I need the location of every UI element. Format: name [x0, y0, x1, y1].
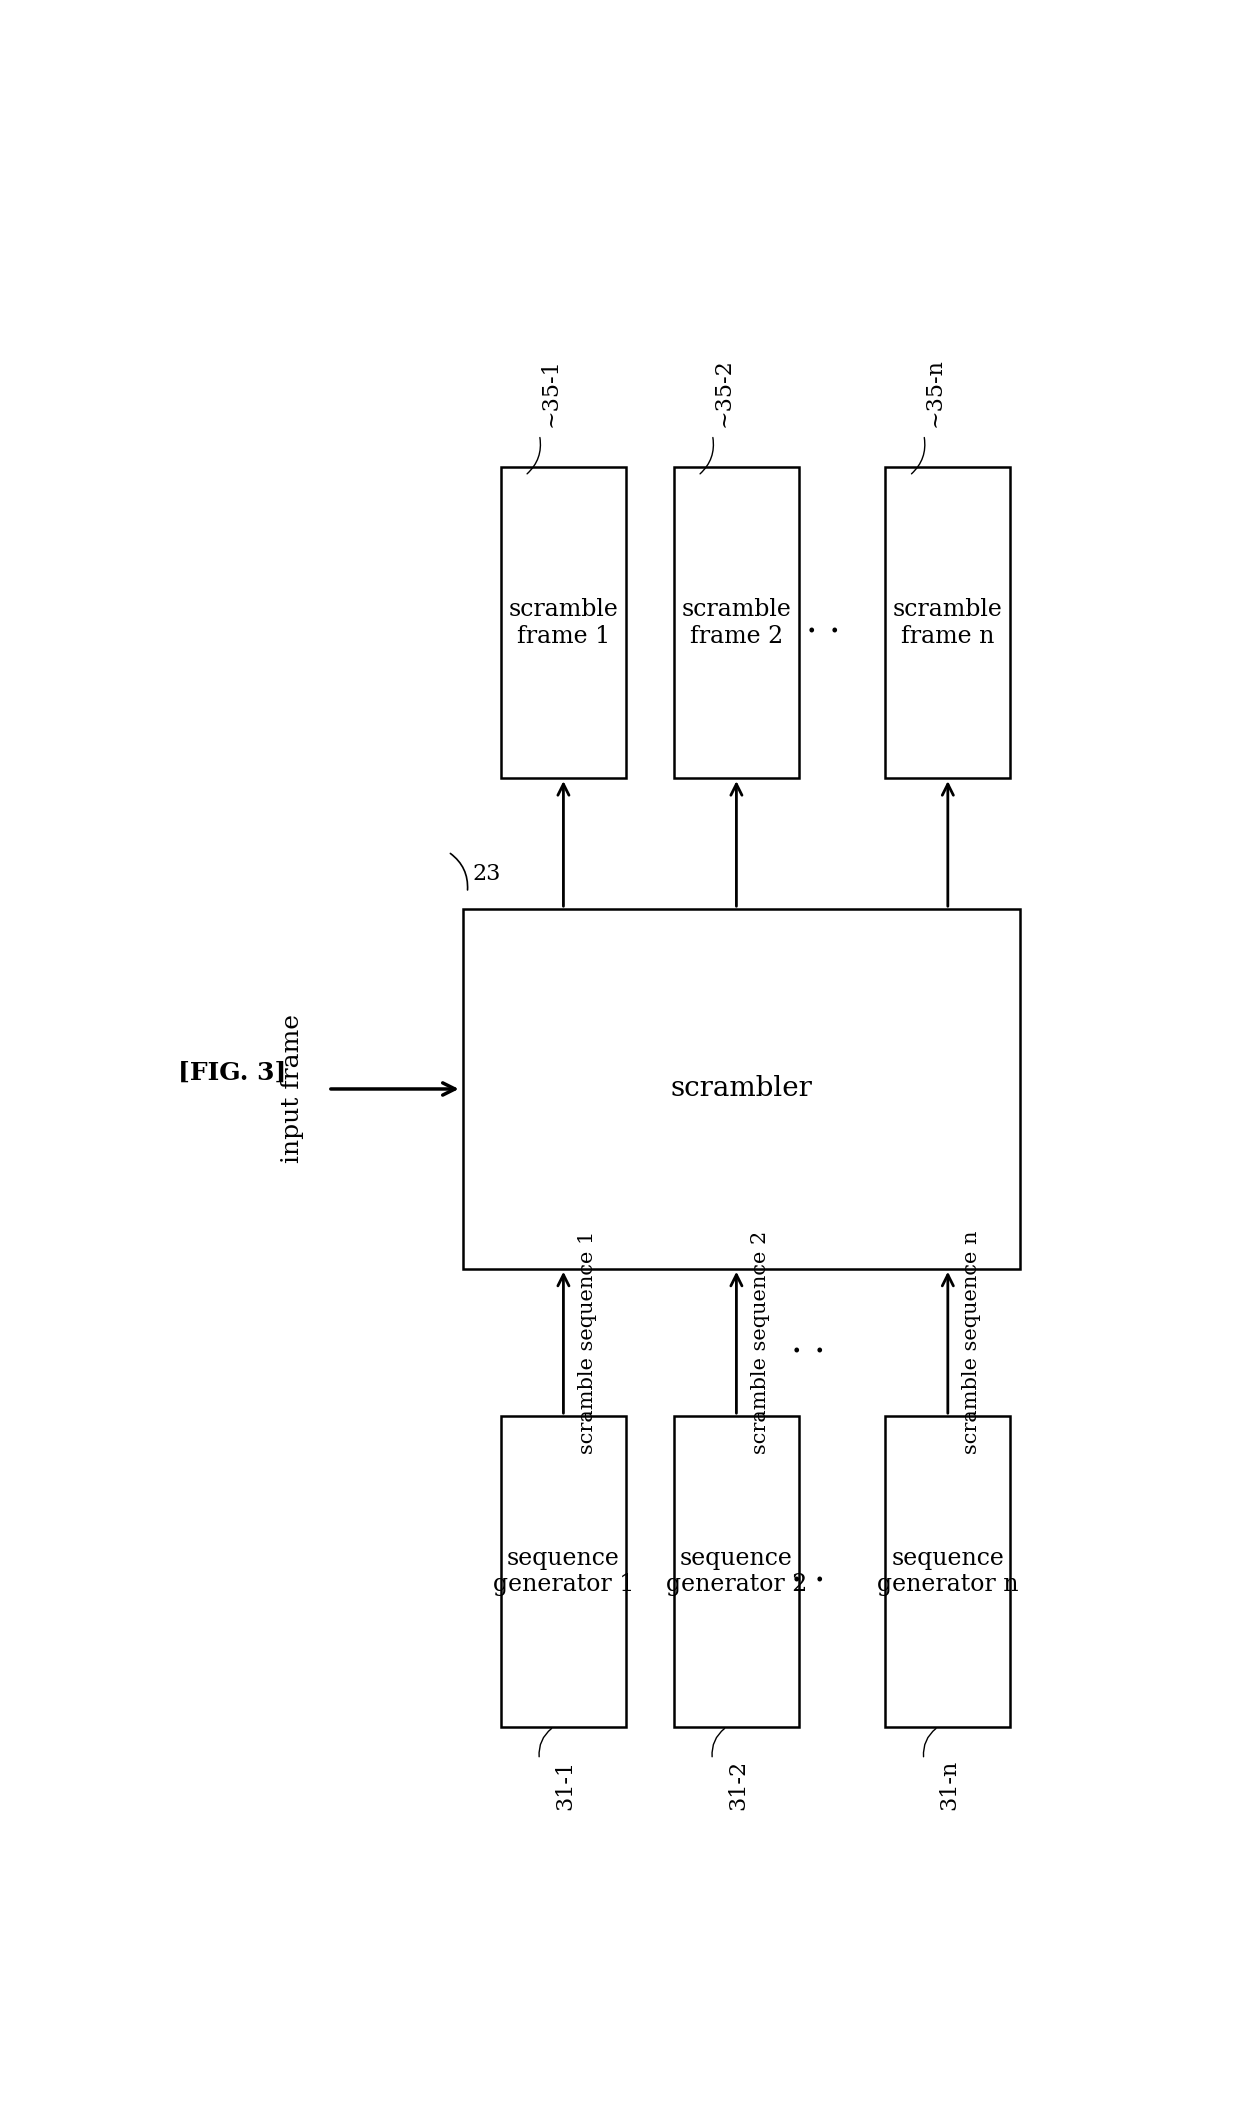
Text: 31-n: 31-n — [939, 1759, 960, 1810]
Text: . .: . . — [806, 605, 841, 639]
Text: . .: . . — [791, 1325, 826, 1359]
Bar — [675, 467, 799, 777]
Bar — [885, 467, 1011, 777]
Text: ~35-n: ~35-n — [924, 357, 946, 427]
Text: sequence
generator n: sequence generator n — [877, 1546, 1018, 1597]
Bar — [501, 467, 626, 777]
Text: 31-1: 31-1 — [554, 1759, 575, 1810]
Text: input frame: input frame — [281, 1015, 304, 1164]
Text: scramble sequence n: scramble sequence n — [962, 1230, 981, 1455]
Bar — [501, 1417, 626, 1727]
Text: scramble
frame 1: scramble frame 1 — [508, 599, 619, 648]
Text: ~35-1: ~35-1 — [539, 357, 562, 427]
Text: . .: . . — [791, 1555, 826, 1589]
Text: [FIG. 3]: [FIG. 3] — [177, 1060, 286, 1085]
Text: scrambler: scrambler — [671, 1075, 812, 1102]
Text: scramble sequence 1: scramble sequence 1 — [578, 1230, 596, 1455]
Bar — [885, 1417, 1011, 1727]
Text: 31-2: 31-2 — [727, 1759, 749, 1810]
Text: 23: 23 — [472, 862, 501, 884]
Text: sequence
generator 1: sequence generator 1 — [492, 1546, 634, 1597]
Text: scramble
frame n: scramble frame n — [893, 599, 1003, 648]
Bar — [675, 1417, 799, 1727]
Text: scramble sequence 2: scramble sequence 2 — [751, 1230, 770, 1455]
Text: sequence
generator 2: sequence generator 2 — [666, 1546, 807, 1597]
Text: scramble
frame 2: scramble frame 2 — [682, 599, 791, 648]
Bar — [463, 909, 1019, 1268]
Text: ~35-2: ~35-2 — [712, 357, 734, 427]
